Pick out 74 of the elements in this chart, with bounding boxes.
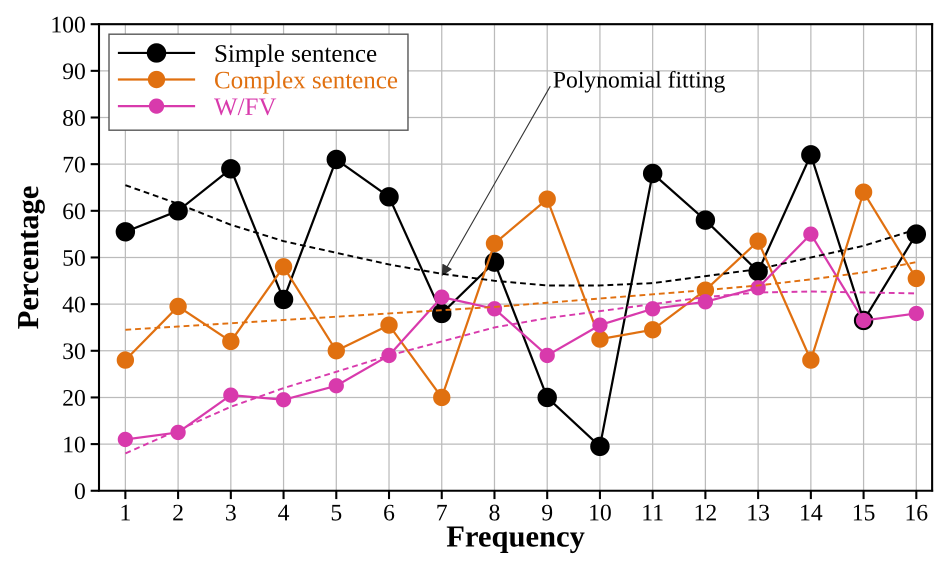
point [908, 306, 924, 322]
x-tick-label: 6 [384, 504, 394, 521]
point [381, 348, 397, 364]
x-tick-label: 15 [854, 504, 874, 521]
point [326, 150, 346, 170]
point [116, 351, 134, 369]
y-tick-label: 70 [64, 156, 85, 173]
point [644, 321, 662, 338]
y-tick-label: 10 [64, 436, 85, 453]
point [642, 164, 662, 184]
point [906, 224, 926, 244]
y-tick-label: 50 [64, 250, 85, 266]
y-tick-label: 60 [63, 203, 85, 220]
x-tick-label: 5 [332, 504, 342, 521]
x-tick-label: 11 [643, 504, 663, 520]
legend-label: Complex sentence [215, 70, 398, 94]
x-tick-label: 2 [173, 504, 183, 520]
point [591, 330, 609, 348]
point [433, 388, 450, 406]
point [116, 222, 136, 242]
point [222, 332, 240, 350]
point [908, 270, 925, 288]
point [592, 317, 608, 333]
point [221, 159, 241, 179]
point [540, 348, 555, 364]
point [379, 187, 399, 207]
x-tick-label: 14 [801, 504, 822, 520]
x-tick-label: 9 [542, 504, 552, 521]
point [537, 388, 557, 408]
point [223, 387, 238, 403]
x-tick-label: 8 [489, 504, 500, 521]
x-tick-label: 13 [748, 504, 770, 521]
point [434, 289, 450, 305]
point [854, 183, 872, 201]
y-tick-label: 40 [62, 296, 85, 313]
x-tick-label: 10 [590, 504, 611, 521]
point [538, 190, 556, 208]
point [274, 290, 294, 310]
point [698, 294, 714, 310]
y-tick-label: 30 [63, 343, 85, 360]
annotation: Polynomial fitting [554, 70, 725, 93]
y-tick-label: 20 [63, 390, 85, 406]
y-axis-title: Percentage [18, 186, 45, 329]
x-tick-label: 4 [278, 504, 290, 520]
point [380, 316, 398, 334]
point [590, 436, 610, 456]
point [802, 351, 820, 369]
y-tick-label: 80 [63, 110, 85, 126]
point [118, 432, 134, 448]
point [328, 342, 345, 360]
point [168, 201, 188, 221]
point [328, 378, 344, 394]
legend-label: W/FV [214, 98, 276, 116]
x-tick-label: 3 [226, 504, 236, 521]
point [696, 210, 716, 230]
x-axis-title: Frequency [446, 526, 585, 554]
point [645, 301, 660, 316]
legend-label: Simple sentence [216, 44, 376, 68]
point [169, 298, 187, 316]
x-tick-label: 7 [437, 504, 447, 520]
point [801, 145, 821, 165]
point [749, 232, 767, 250]
y-tick-label: 90 [62, 63, 85, 80]
point [274, 258, 292, 276]
point [432, 304, 452, 324]
y-tick-label: 0 [74, 483, 85, 500]
x-tick-label: 12 [696, 504, 716, 520]
x-tick-label: 16 [906, 504, 928, 521]
y-tick-label: 100 [52, 16, 85, 33]
point [748, 262, 768, 282]
x-tick-label: 1 [122, 504, 130, 520]
point [803, 226, 818, 242]
point [486, 234, 504, 252]
point [276, 392, 292, 408]
